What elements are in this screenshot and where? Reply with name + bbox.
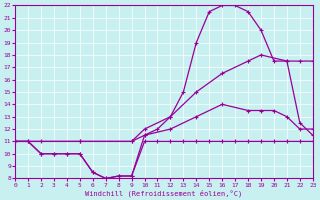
X-axis label: Windchill (Refroidissement éolien,°C): Windchill (Refroidissement éolien,°C)	[85, 189, 243, 197]
